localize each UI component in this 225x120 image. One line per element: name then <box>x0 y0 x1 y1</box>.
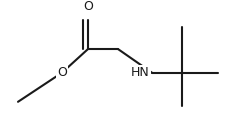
Text: O: O <box>57 66 67 79</box>
Text: HN: HN <box>130 66 149 79</box>
Text: O: O <box>83 0 92 13</box>
